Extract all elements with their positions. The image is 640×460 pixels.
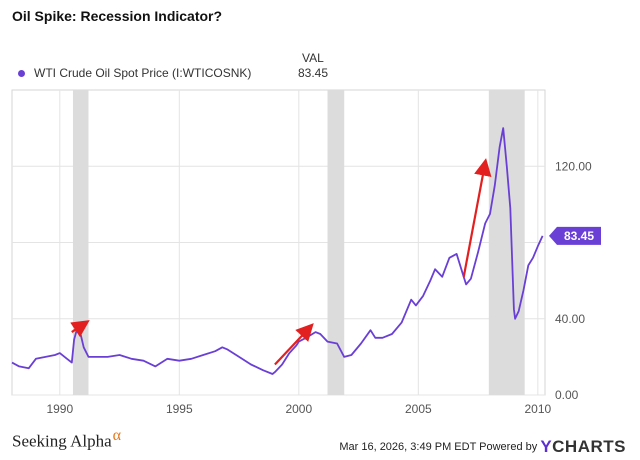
footer-credit: Mar 16, 2026, 3:49 PM EDT Powered by YCH… (339, 437, 626, 457)
x-tick-label: 2005 (405, 402, 432, 416)
annotation-arrow (274, 323, 314, 366)
recession-band (327, 90, 345, 395)
chart-title: Oil Spike: Recession Indicator? (12, 8, 223, 24)
last-value-label: 83.45 (564, 229, 594, 243)
x-tick-label: 1995 (166, 402, 193, 416)
ycharts-logo[interactable]: YCHARTS (540, 437, 626, 456)
legend-series-dot (18, 70, 25, 77)
legend: VAL WTI Crude Oil Spot Price (I:WTICOSNK… (12, 48, 342, 84)
recession-band (488, 90, 525, 395)
annotation-arrow (70, 320, 90, 338)
x-tick-label: 2010 (524, 402, 551, 416)
alpha-symbol: α (112, 427, 122, 444)
x-tick-label: 2000 (285, 402, 312, 416)
y-tick-label: 0.00 (555, 388, 579, 402)
series-line (11, 127, 544, 375)
x-tick-label: 1990 (46, 402, 73, 416)
legend-series-value: 83.45 (298, 66, 329, 80)
y-tick-label: 40.00 (555, 312, 585, 326)
legend-value-header: VAL (302, 51, 324, 65)
timestamp: Mar 16, 2026, 3:49 PM EDT Powered by (339, 440, 538, 453)
seeking-alpha-logo: Seeking Alphaα (12, 427, 122, 451)
last-value-tag (549, 226, 601, 245)
legend-series-name[interactable]: WTI Crude Oil Spot Price (I:WTICOSNK) (34, 66, 252, 80)
annotation-arrow (462, 158, 492, 278)
y-tick-label: 120.00 (555, 159, 592, 173)
recession-band (72, 90, 89, 395)
